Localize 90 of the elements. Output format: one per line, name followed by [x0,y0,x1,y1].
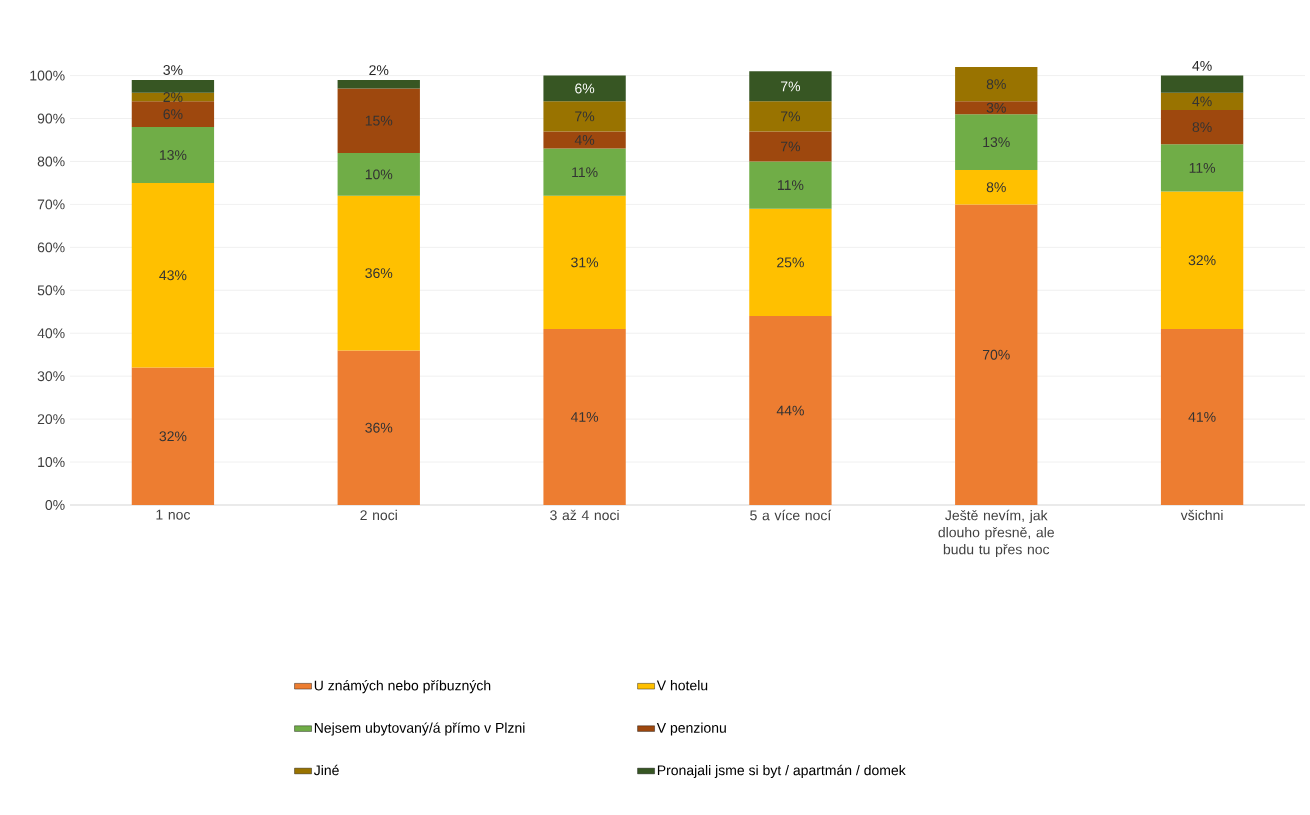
data-label: 43% [159,270,187,281]
bar [337,350,420,505]
y-tick-label: 30% [37,371,65,382]
y-tick-label: 20% [37,414,65,425]
data-label: 3% [986,102,1006,113]
bar [337,152,420,196]
legend-label: V hotelu [656,680,708,691]
data-label: 36% [365,268,393,279]
y-tick-label: 50% [37,285,65,296]
bar [1160,144,1244,192]
data-label: 13% [159,150,187,160]
data-label: 3% [163,65,183,76]
data-label: 13% [983,137,1010,148]
y-tick-label: 60% [37,242,65,253]
legend-label: V penzionu [656,722,726,736]
bar [543,195,626,329]
data-label: 6% [575,83,595,94]
data-label: 2% [369,65,389,76]
bar [543,148,626,196]
data-label: 7% [781,111,801,122]
bar [749,316,832,505]
bar [1160,191,1244,329]
bar [337,79,420,89]
data-label: 6% [163,109,183,120]
bar [131,367,215,505]
data-label: 8% [986,79,1006,90]
data-label: 70% [982,349,1010,360]
x-tick-label: všichni [1180,509,1223,521]
data-label: 8% [1192,122,1212,133]
data-label: 44% [776,405,804,416]
y-tick-label: 70% [37,199,65,210]
data-label: 7% [575,111,595,122]
bar [955,114,1038,171]
bar [1160,328,1244,505]
x-tick-label: Ještě nevím, jak dlouho přesně, ale budu tu přes noc [938,509,1054,558]
data-label: 4% [1192,96,1212,107]
y-tick-label: 40% [37,328,65,339]
x-tick-label: 2 noci [360,509,397,521]
bar [131,101,215,128]
y-tick-label: 80% [37,156,65,167]
data-label: 41% [1188,412,1216,422]
data-label: 8% [986,182,1006,193]
legend-label: Pronajali jsme si byt / apartmán / domek [657,764,906,779]
legend-label: U známých nebo příbuzných [314,680,491,694]
bar [131,127,215,183]
bar [749,131,832,162]
data-label: 11% [572,167,598,178]
legend-label: Jiné [313,764,339,776]
bar [1160,92,1244,110]
x-tick-label: 3 až 4 noci [550,509,619,521]
data-label: 32% [159,431,187,442]
bar [1160,109,1244,145]
bar [749,71,832,102]
bar [543,328,626,505]
data-label: 2% [163,92,183,102]
legend-label: Nejsem ubytovaný/á přímo v Plzni [314,722,525,736]
x-tick-label: 1 noc [156,509,191,520]
y-tick-label: 0% [45,500,65,510]
bar [749,161,832,209]
bar [955,204,1038,505]
bar [1160,75,1244,93]
data-label: 31% [571,257,599,268]
data-label: 11% [777,180,804,190]
data-label: 41% [570,412,599,422]
bar [543,101,626,132]
bar [749,208,832,317]
data-label: 32% [1188,255,1216,266]
bar [337,195,420,351]
bar [955,101,1038,115]
data-label: 15% [365,115,393,126]
data-label: 7% [781,81,801,92]
y-tick-label: 90% [37,113,65,124]
y-tick-label: 100% [30,70,65,81]
data-label: 4% [574,135,595,145]
data-label: 36% [365,422,393,433]
bar [131,182,215,368]
y-tick-label: 10% [38,457,65,468]
data-label: 4% [1192,60,1212,71]
bar [131,79,215,93]
data-label: 11% [1189,163,1216,173]
data-label: 7% [781,141,801,152]
bar [543,131,626,149]
bar [337,88,420,153]
x-tick-label: 5 a více nocí [750,509,832,521]
data-label: 25% [777,257,804,268]
bar [543,75,626,102]
data-label: 10% [365,169,393,180]
bar [749,101,832,132]
bar [955,170,1038,205]
bar [955,67,1038,102]
